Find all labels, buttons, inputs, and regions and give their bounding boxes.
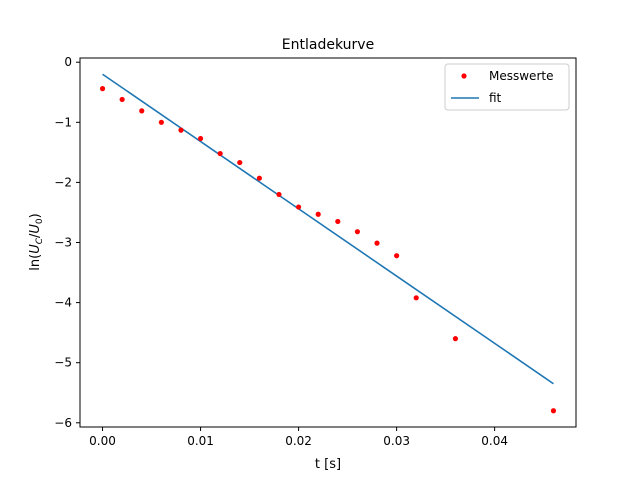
data-point bbox=[315, 211, 321, 217]
data-point bbox=[452, 336, 459, 342]
y-tick-label: −1 bbox=[54, 115, 72, 129]
data-point bbox=[550, 408, 557, 414]
data-point bbox=[139, 108, 145, 114]
data-point bbox=[276, 191, 282, 198]
y-tick-label: 0 bbox=[64, 55, 72, 69]
data-point bbox=[99, 86, 106, 92]
data-point bbox=[119, 96, 125, 103]
x-tick-label: 0.02 bbox=[285, 434, 312, 448]
fit-line bbox=[102, 73, 554, 385]
data-point bbox=[335, 218, 341, 225]
chart-title: Entladekurve bbox=[282, 37, 374, 53]
data-point bbox=[178, 127, 184, 133]
x-axis-label: t [s] bbox=[315, 457, 341, 472]
legend: Messwerte fit bbox=[444, 63, 570, 111]
y-tick-label: −4 bbox=[54, 296, 72, 310]
y-tick-label: −5 bbox=[54, 356, 72, 370]
data-point bbox=[237, 159, 243, 166]
data-point bbox=[295, 204, 302, 210]
legend-marker-messwerte bbox=[461, 73, 467, 79]
data-point bbox=[374, 240, 380, 246]
plot-area bbox=[99, 73, 557, 414]
legend-label-fit: fit bbox=[489, 91, 502, 105]
data-point bbox=[413, 295, 419, 301]
data-point bbox=[217, 150, 223, 157]
data-point bbox=[256, 175, 262, 181]
y-axis-label: ln(UC/U0) bbox=[28, 213, 45, 270]
data-point bbox=[394, 253, 400, 259]
data-point bbox=[197, 135, 204, 142]
x-tick-label: 0.01 bbox=[187, 434, 214, 448]
x-tick-label: 0.03 bbox=[383, 434, 410, 448]
y-tick-label: −3 bbox=[54, 236, 72, 250]
axes-frame bbox=[79, 57, 577, 428]
legend-label-messwerte: Messwerte bbox=[489, 69, 553, 83]
x-tick-label: 0.04 bbox=[481, 434, 508, 448]
axis-ticks: 0.00 0.01 0.02 0.03 0.04 0 −1 −2 −3 −4 −5 −6 bbox=[54, 55, 508, 448]
data-point bbox=[158, 119, 164, 125]
x-tick-label: 0.00 bbox=[89, 434, 116, 448]
y-tick-label: −6 bbox=[54, 416, 72, 430]
data-point bbox=[354, 229, 361, 235]
y-tick-label: −2 bbox=[54, 175, 72, 189]
